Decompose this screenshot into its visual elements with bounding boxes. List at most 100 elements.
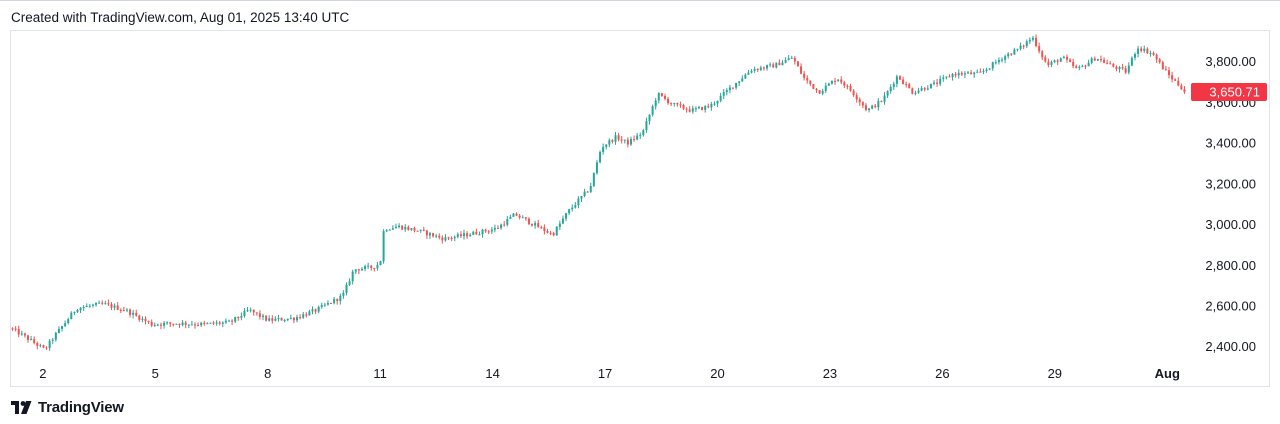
candle-up: [51, 339, 54, 341]
candle-down: [1124, 68, 1127, 73]
candle-up: [98, 302, 101, 304]
x-tick-label: Aug: [1155, 366, 1180, 381]
candle-down: [663, 95, 666, 99]
y-tick-label: 2,800.00: [1205, 258, 1256, 273]
x-tick-label: 20: [710, 366, 724, 381]
candle-up: [1127, 65, 1130, 73]
candle-up: [577, 198, 580, 206]
price-chart[interactable]: 2,400.00 2,600.00 2,800.00 3,000.00 3,200.00…: [11, 31, 1269, 386]
candle-down: [280, 317, 283, 321]
candle-up: [156, 324, 159, 326]
candle-down: [902, 79, 905, 85]
candle-down: [11, 328, 14, 330]
candle-up: [769, 64, 772, 66]
candle-up: [939, 78, 942, 84]
candle-down: [880, 101, 883, 103]
candle-down: [846, 85, 849, 87]
candle-up: [73, 311, 76, 313]
candle-up: [741, 78, 744, 82]
candle-down: [370, 265, 373, 268]
candle-up: [277, 317, 280, 319]
candle-down: [586, 191, 589, 193]
candle-up: [821, 90, 824, 94]
candle-down: [178, 323, 181, 326]
y-tick-label: 3,000.00: [1205, 217, 1256, 232]
candle-down: [503, 224, 506, 226]
candle-up: [710, 104, 713, 108]
candle-up: [82, 307, 85, 309]
candle-down: [466, 233, 469, 237]
candle-down: [184, 322, 187, 325]
candle-down: [487, 231, 490, 233]
candle-down: [497, 227, 500, 229]
candle-up: [141, 318, 144, 320]
candle-down: [800, 66, 803, 74]
candle-up: [376, 265, 379, 269]
y-tick-label: 3,800.00: [1205, 54, 1256, 69]
candle-down: [670, 103, 673, 105]
candle-up: [249, 309, 252, 311]
candle-down: [515, 213, 518, 216]
candle-up: [481, 229, 484, 235]
candle-down: [42, 345, 45, 348]
candle-down: [203, 322, 206, 324]
candle-up: [830, 80, 833, 84]
candle-down: [1099, 59, 1102, 61]
candle-up: [1087, 62, 1090, 67]
candle-down: [237, 316, 240, 318]
candle-up: [187, 324, 190, 326]
candle-down: [840, 79, 843, 83]
candle-down: [970, 72, 973, 75]
candle-down: [936, 82, 939, 84]
candle-down: [159, 324, 162, 326]
candle-down: [806, 77, 809, 81]
candle-down: [1115, 66, 1118, 70]
candle-down: [923, 88, 926, 90]
candle-up: [704, 106, 707, 110]
candle-down: [416, 230, 419, 232]
candle-up: [1118, 67, 1121, 70]
candle-up: [478, 234, 481, 236]
candle-down: [231, 320, 234, 322]
candle-up: [673, 102, 676, 105]
candle-down: [812, 84, 815, 89]
candle-up: [104, 303, 107, 305]
candle-up: [190, 324, 193, 326]
candle-down: [36, 342, 39, 346]
candle-up: [775, 62, 778, 68]
candle-down: [475, 231, 478, 235]
candle-up: [1053, 60, 1056, 63]
candle-up: [784, 60, 787, 63]
candle-down: [1072, 61, 1075, 67]
candle-up: [95, 302, 98, 305]
candle-up: [973, 72, 976, 75]
candle-up: [268, 318, 271, 321]
candle-up: [994, 62, 997, 64]
candle-down: [484, 229, 487, 232]
footer-brand[interactable]: TradingView: [11, 398, 124, 416]
candle-down: [701, 107, 704, 110]
candle-down: [218, 322, 221, 324]
candle-up: [997, 60, 1000, 63]
candle-up: [766, 65, 769, 69]
candle-up: [963, 73, 966, 75]
candle-up: [243, 310, 246, 316]
chart-area[interactable]: 2,400.00 2,600.00 2,800.00 3,000.00 3,200.00…: [10, 30, 1270, 387]
candle-down: [1084, 65, 1087, 67]
candle-up: [382, 231, 385, 262]
candle-up: [1028, 39, 1031, 42]
candle-down: [815, 88, 818, 91]
candle-up: [651, 106, 654, 115]
candle-down: [193, 324, 196, 326]
candle-down: [422, 229, 425, 231]
candle-up: [991, 62, 994, 69]
candle-up: [657, 93, 660, 101]
candle-up: [283, 320, 286, 322]
candle-up: [166, 322, 169, 324]
candle-up: [351, 271, 354, 282]
candle-down: [373, 267, 376, 269]
candle-up: [333, 298, 336, 304]
candle-up: [967, 72, 970, 74]
created-with-label: Created with TradingView.com, Aug 01, 20…: [11, 10, 350, 25]
candle-down: [265, 315, 268, 321]
